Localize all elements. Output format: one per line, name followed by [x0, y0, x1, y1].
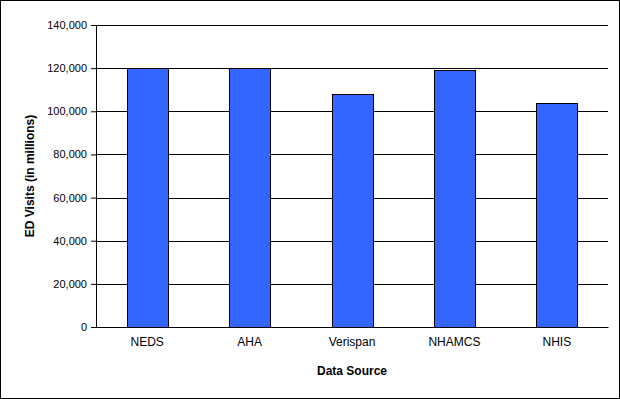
grid-line: [96, 327, 608, 328]
x-tick: NHAMCS: [428, 335, 480, 349]
bar: [230, 69, 271, 328]
x-tick: Verispan: [329, 335, 376, 349]
bar: [333, 95, 374, 328]
y-axis: 0 20,000 40,000 60,000 80,000 100,000 120,000 1…: [47, 19, 96, 333]
y-tick-label: 140,000: [47, 19, 87, 31]
y-tick: 60,000: [53, 192, 96, 204]
x-tick: AHA: [237, 335, 262, 349]
plot: 0 20,000 40,000 60,000 80,000 100,000 120,000 1…: [47, 19, 608, 349]
bars: [128, 69, 578, 328]
bar: [537, 104, 578, 328]
x-tick-label: NHIS: [542, 335, 571, 349]
y-tick-label: 120,000: [47, 62, 87, 74]
grid: [96, 26, 608, 328]
y-tick-mark: [91, 241, 96, 242]
x-axis-line: [97, 327, 609, 328]
y-tick-mark: [91, 284, 96, 285]
y-tick-label: 40,000: [53, 235, 87, 247]
x-tick: NEDS: [131, 335, 164, 349]
chart: 0 20,000 40,000 60,000 80,000 100,000 120,000 1…: [0, 0, 620, 399]
grid-line: [96, 25, 608, 26]
x-tick-label: NEDS: [131, 335, 164, 349]
y-tick: 0: [81, 321, 96, 333]
y-tick-label: 80,000: [53, 148, 87, 160]
chart-frame: [1, 1, 620, 399]
y-axis-line: [96, 26, 97, 328]
y-tick-label: 60,000: [53, 192, 87, 204]
x-axis: NEDS AHA Verispan NHAMCS NHIS: [97, 328, 609, 349]
y-tick: 140,000: [47, 19, 96, 31]
y-tick: 120,000: [47, 62, 96, 74]
y-tick: 100,000: [47, 105, 96, 117]
y-tick-mark: [91, 25, 96, 26]
x-tick-label: AHA: [237, 335, 262, 349]
y-tick: 80,000: [53, 148, 96, 160]
y-tick-label: 20,000: [53, 278, 87, 290]
y-tick-label: 100,000: [47, 105, 87, 117]
y-tick-mark: [91, 111, 96, 112]
x-axis-title: Data Source: [317, 364, 387, 378]
bar: [435, 71, 476, 328]
y-tick-mark: [91, 154, 96, 155]
x-tick: NHIS: [542, 335, 571, 349]
y-tick-label: 0: [81, 321, 87, 333]
x-tick-label: Verispan: [329, 335, 376, 349]
x-tick-label: NHAMCS: [428, 335, 480, 349]
y-axis-title: ED Visits (in millions): [23, 115, 37, 237]
y-tick-mark: [91, 198, 96, 199]
y-tick-mark: [91, 68, 96, 69]
y-tick: 20,000: [53, 278, 96, 290]
bar: [128, 69, 169, 328]
y-tick-mark: [91, 327, 96, 328]
grid-line: [96, 68, 608, 69]
y-tick: 40,000: [53, 235, 96, 247]
